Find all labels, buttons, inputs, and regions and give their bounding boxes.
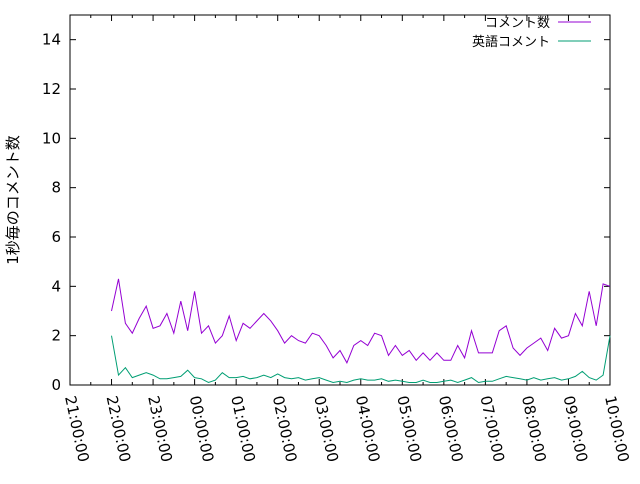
y-tick-label: 0 — [51, 376, 61, 394]
legend-label-0: コメント数 — [485, 16, 550, 31]
x-tick-label: 23:00:00 — [144, 394, 176, 464]
x-tick-label: 03:00:00 — [310, 394, 342, 464]
x-tick-label: 02:00:00 — [269, 394, 301, 464]
y-axis-label: 1秒毎のコメント数 — [4, 135, 22, 265]
x-tick-label: 00:00:00 — [186, 394, 218, 464]
legend: コメント数 英語コメント — [472, 16, 591, 50]
y-tick-label: 12 — [42, 80, 61, 98]
y-tick-label: 10 — [42, 129, 61, 147]
y-tick-label: 14 — [42, 31, 61, 49]
x-tick-label: 06:00:00 — [435, 394, 467, 464]
x-tick-label: 09:00:00 — [560, 394, 592, 464]
x-tick-label: 01:00:00 — [227, 394, 259, 464]
x-tick-label: 10:00:00 — [601, 394, 633, 464]
x-tick-label: 08:00:00 — [518, 394, 550, 464]
y-tick-label: 4 — [51, 277, 61, 295]
plot-border — [70, 15, 610, 385]
x-tick-label: 22:00:00 — [103, 394, 135, 464]
y-tick-label: 6 — [51, 228, 61, 246]
y-tick-label: 2 — [51, 327, 61, 345]
axes: 0 2 4 6 8 10 12 14 21:00:00 22:00:00 23:00:00 00:00… — [42, 15, 633, 464]
legend-label-1: 英語コメント — [472, 34, 550, 50]
series-group — [112, 279, 611, 383]
x-tick-label: 05:00:00 — [393, 394, 425, 464]
x-tick-label: 07:00:00 — [476, 394, 508, 464]
series-line-0 — [112, 279, 611, 363]
x-tick-label: 04:00:00 — [352, 394, 384, 464]
x-tick-label: 21:00:00 — [61, 394, 93, 464]
y-tick-label: 8 — [51, 179, 61, 197]
series-line-1 — [112, 336, 611, 383]
